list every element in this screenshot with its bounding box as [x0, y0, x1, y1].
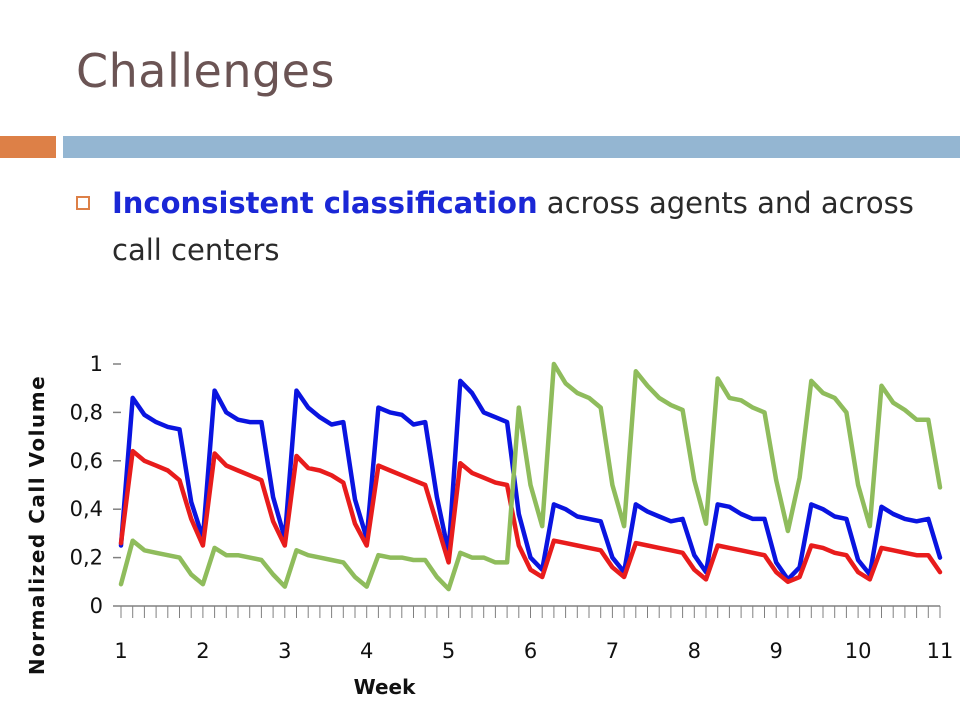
bullet-item: Inconsistent classification across agent…: [72, 180, 932, 274]
y-tick-label: 0: [90, 594, 103, 618]
y-tick-label: 0,2: [70, 546, 103, 570]
x-tick-label: 5: [442, 639, 455, 663]
slide-title: Challenges: [76, 44, 335, 98]
x-tick-label: 2: [196, 639, 209, 663]
title-underline-accent: [0, 136, 56, 158]
square-bullet-icon: [76, 196, 90, 210]
chart-axes: [113, 363, 941, 618]
x-tick-label: 4: [360, 639, 373, 663]
x-tick-label: 6: [524, 639, 537, 663]
x-tick-label: 1: [114, 639, 127, 663]
y-tick-label: 0,8: [70, 400, 103, 424]
x-tick-label: 8: [688, 639, 701, 663]
y-tick-label: 0,4: [70, 497, 103, 521]
x-tick-label: 11: [927, 639, 954, 663]
bullet-text: Inconsistent classification across agent…: [112, 180, 932, 274]
chart-series: [118, 361, 943, 592]
x-axis-title: Week: [354, 675, 416, 699]
x-tick-label: 7: [606, 639, 619, 663]
series-line-1: [118, 378, 943, 582]
bullet-emphasis: Inconsistent classification: [112, 186, 538, 220]
x-tick-label: 9: [770, 639, 783, 663]
bullet-rest: across agents and across call centers: [112, 186, 914, 267]
x-tick-label: 10: [845, 639, 872, 663]
call-volume-chart: 00,20,40,60,811 2 3 4 5 6 7 8 9 10 11WeekNormalize…: [25, 352, 953, 699]
x-tick-label: 3: [278, 639, 291, 663]
series-line-3: [118, 361, 943, 592]
y-axis-title: Normalized Call Volume: [25, 375, 49, 675]
series-line-2: [118, 448, 943, 585]
y-tick-label: 1: [90, 352, 103, 376]
y-tick-label: 0,6: [70, 449, 103, 473]
title-underline-bar: [63, 136, 960, 158]
chart-labels: 00,20,40,60,811 2 3 4 5 6 7 8 9 10 11WeekNormalize…: [25, 352, 953, 699]
